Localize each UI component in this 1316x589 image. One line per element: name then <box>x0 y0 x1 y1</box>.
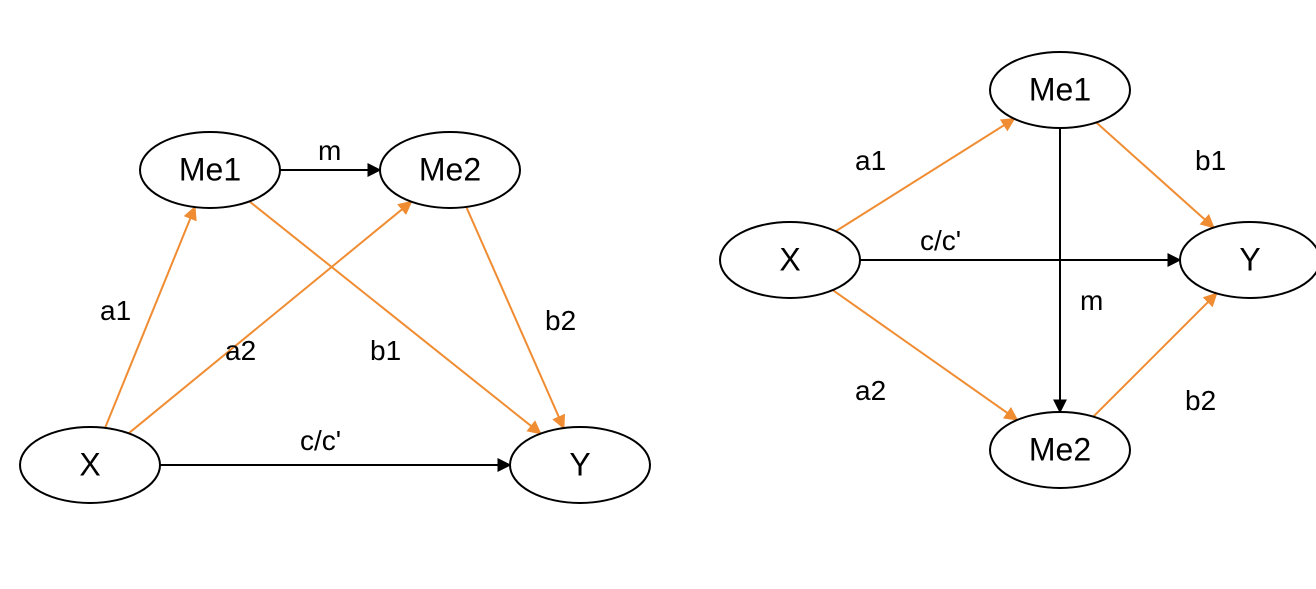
node-label-X: X <box>779 241 800 277</box>
node-label-Me1: Me1 <box>1029 71 1091 107</box>
edge-label-b1: b1 <box>1195 145 1226 176</box>
edge-label-a2: a2 <box>855 375 886 406</box>
edge-label-a2: a2 <box>225 335 256 366</box>
node-label-Y: Y <box>1239 241 1260 277</box>
edge-label-c/c': c/c' <box>920 225 961 256</box>
edge-label-m: m <box>318 135 341 166</box>
edge-label-c/c': c/c' <box>300 425 341 456</box>
edge-label-a1: a1 <box>855 145 886 176</box>
edge-label-m: m <box>1080 285 1103 316</box>
edge-Me1-Y <box>249 201 540 433</box>
edge-label-a1: a1 <box>100 295 131 326</box>
nodes-right: X Me1 Me2 Y <box>720 52 1316 488</box>
node-label-Me2: Me2 <box>419 151 481 187</box>
edges-right: a1 a2 b1 b2 m c/c' <box>833 119 1226 420</box>
node-label-Me1: Me1 <box>179 151 241 187</box>
diagram-canvas: a1 a2 b1 b2 m c/c' X Me1 Me2 Ya1 a2 b1 b2 m c/c' X Me1 Me… <box>0 0 1316 589</box>
edge-label-b2: b2 <box>545 305 576 336</box>
node-label-X: X <box>79 446 100 482</box>
edge-X-Me2 <box>129 202 412 434</box>
diagram-left: a1 a2 b1 b2 m c/c' X Me1 Me2 Y <box>20 132 650 503</box>
node-label-Y: Y <box>569 446 590 482</box>
edge-label-b1: b1 <box>370 335 401 366</box>
diagram-right: a1 a2 b1 b2 m c/c' X Me1 Me2 Y <box>720 52 1316 488</box>
node-label-Me2: Me2 <box>1029 431 1091 467</box>
edge-label-b2: b2 <box>1185 385 1216 416</box>
